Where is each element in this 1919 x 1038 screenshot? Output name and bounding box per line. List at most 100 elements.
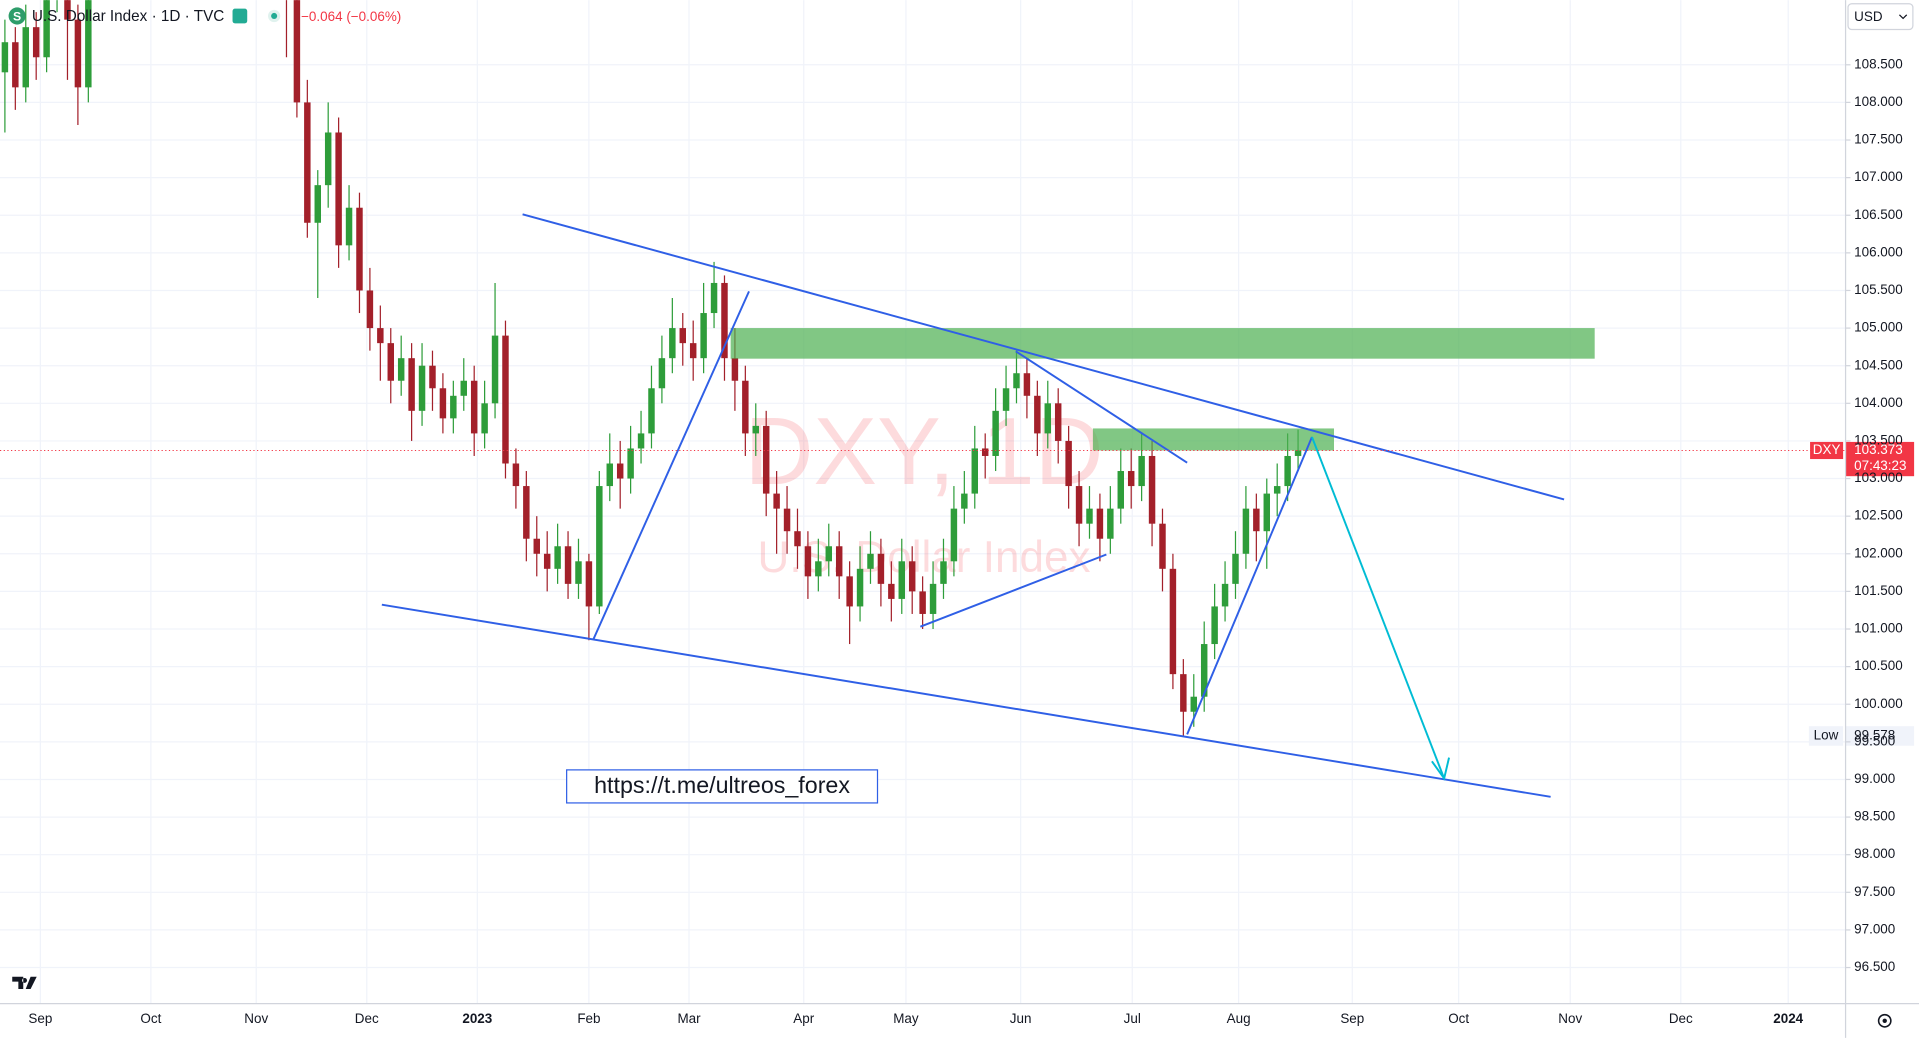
candle-body	[1263, 493, 1271, 532]
candle-body	[1180, 674, 1187, 712]
chevron	[1898, 14, 1908, 20]
y-tick-label: 103.000	[1854, 470, 1903, 485]
x-tick-label: Jul	[1124, 1011, 1141, 1026]
flag-icon[interactable]	[232, 8, 248, 24]
candle-body	[940, 561, 947, 584]
y-tick-label: 107.500	[1854, 132, 1903, 147]
y-tick-label: 100.000	[1854, 696, 1903, 711]
candle-body	[658, 358, 666, 389]
symbol-tag	[1810, 441, 1844, 460]
x-tick-label: May	[893, 1011, 919, 1026]
link-text[interactable]: https://t.me/ultreos_forex	[594, 772, 850, 798]
trendline	[919, 553, 1107, 628]
currency[interactable]: USD	[1854, 9, 1883, 24]
price-tag-countdown: 07:43:23	[1854, 458, 1906, 473]
candle-body	[742, 380, 749, 434]
candle-body	[523, 486, 530, 539]
logo[interactable]	[12, 976, 37, 989]
x-tick-label: Nov	[244, 1011, 268, 1026]
candle-body	[721, 282, 728, 359]
candle-body	[1107, 508, 1114, 539]
y-tick-label: 96.500	[1854, 959, 1895, 974]
candle-body	[12, 42, 19, 88]
candle-body	[429, 365, 436, 389]
candle-body	[689, 343, 697, 359]
candle-body	[1075, 486, 1083, 524]
candle-body	[783, 508, 791, 532]
x-tick-label: Aug	[1227, 1011, 1251, 1026]
candle-body	[1138, 455, 1145, 487]
y-tick-label: 97.000	[1854, 921, 1895, 936]
candle-body	[1148, 455, 1156, 524]
candle-body	[669, 328, 676, 359]
candle-body	[1, 42, 9, 73]
low-tag-text: Low	[1814, 728, 1839, 743]
candle-body	[345, 207, 353, 246]
candle-body	[825, 546, 833, 562]
arrow	[1311, 436, 1446, 779]
trendline	[1015, 350, 1188, 464]
x-tick-label: Oct	[1448, 1011, 1469, 1026]
y-tick-label: 104.500	[1854, 357, 1903, 372]
candle-body	[32, 27, 40, 58]
candle-body	[929, 583, 937, 614]
x-tick-label: Sep	[1340, 1011, 1364, 1026]
watermark-symbol: DXY, 1D	[744, 399, 1103, 505]
trendline	[1186, 436, 1313, 735]
candle-body	[1086, 508, 1093, 524]
candle-body	[74, 19, 82, 88]
tv-logo[interactable]	[12, 976, 37, 989]
candle-body	[1294, 450, 1302, 456]
candle-body	[919, 591, 926, 614]
candle-body	[1159, 523, 1166, 569]
candle-body	[971, 448, 979, 494]
y-tick-label: 99.500	[1854, 733, 1895, 748]
candle-body	[908, 561, 916, 592]
arrow-head	[1431, 757, 1450, 781]
x-tick-label: Nov	[1558, 1011, 1582, 1026]
candle-body	[1065, 440, 1072, 487]
watermark: DXY, 1D U.S. Dollar Index	[744, 399, 1103, 582]
candle-body	[1284, 455, 1291, 487]
settings[interactable]	[1877, 1013, 1892, 1028]
x-tick-label: Mar	[677, 1011, 701, 1026]
candle-body	[616, 463, 624, 479]
candle-body	[1002, 388, 1010, 411]
link-box[interactable]: https://t.me/ultreos_forex	[566, 769, 879, 804]
zone	[1092, 428, 1334, 451]
candle-body	[1023, 373, 1031, 396]
candle-body	[961, 493, 968, 509]
trendline	[592, 290, 750, 640]
candle-body	[533, 538, 540, 554]
gear[interactable]	[1877, 1013, 1892, 1028]
currency-box[interactable]	[1847, 3, 1914, 31]
candle-body	[64, 0, 71, 20]
y-tick-label: 105.000	[1854, 320, 1903, 335]
y-tick-label: 103.500	[1854, 432, 1903, 447]
y-tick-label: 97.500	[1854, 884, 1895, 899]
trendline	[522, 213, 1565, 501]
candle-body	[804, 546, 812, 577]
candle-body	[773, 493, 780, 509]
candle-body	[606, 463, 613, 487]
y-tick-label: 106.000	[1854, 244, 1903, 259]
symbol-tag-text: DXY	[1813, 442, 1841, 457]
candle-body	[491, 335, 499, 404]
candle-body	[627, 448, 634, 479]
candle-body	[1013, 373, 1020, 389]
price-tag-value: 103.373	[1854, 442, 1903, 457]
x-tick-label: Sep	[28, 1011, 52, 1026]
candle-body	[481, 403, 488, 434]
gear-center	[1882, 1018, 1887, 1023]
candle-body	[950, 508, 958, 562]
candle-body	[502, 335, 509, 464]
currency-button[interactable]: USD	[1847, 3, 1914, 31]
x-tick-label: Dec	[355, 1011, 379, 1026]
candle-body	[1273, 486, 1281, 494]
candle-body	[554, 546, 561, 569]
candle-body	[408, 358, 415, 411]
candle-body	[512, 463, 520, 487]
